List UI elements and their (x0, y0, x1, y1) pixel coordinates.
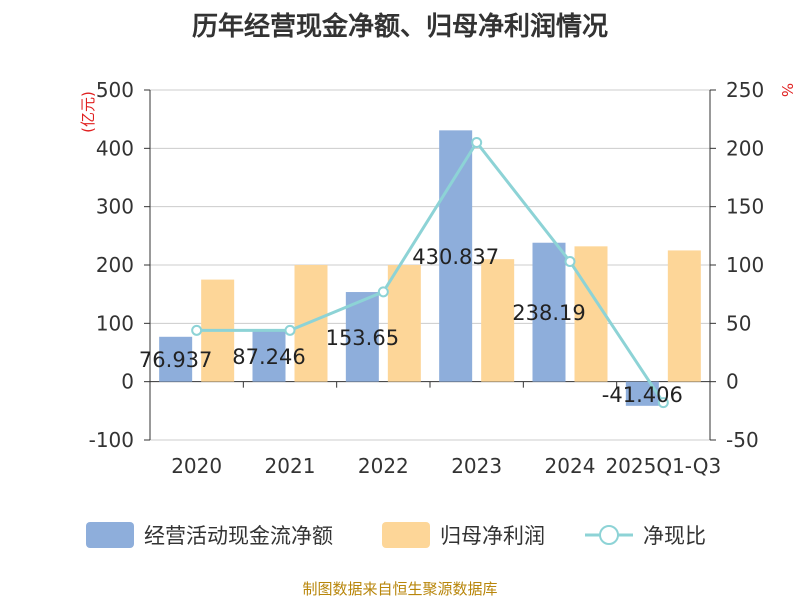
y-left-tick-label: 200 (96, 253, 134, 277)
line-point-net-cash-ratio (564, 256, 576, 267)
bar-operating-cash-flow (532, 242, 566, 382)
x-tick-label: 2020 (171, 454, 222, 478)
bar-net-profit (294, 265, 328, 382)
y-right-tick-label: 150 (726, 195, 764, 219)
y-right-tick-label: 250 (726, 78, 764, 102)
y-right-tick-label: 50 (726, 311, 751, 335)
bar-operating-cash-flow (439, 130, 473, 382)
bar-net-profit (481, 259, 515, 382)
y-right-tick-label: 0 (726, 370, 739, 394)
data-label-operating-cash-flow: 238.19 (512, 301, 585, 325)
bar-net-profit (574, 246, 608, 382)
x-tick-label: 2021 (265, 454, 316, 478)
label-layer: 76.937 87.246 153.65 430.837 238.19 -41.406 (139, 245, 683, 407)
x-tick-label: 2023 (451, 454, 502, 478)
y-left-tick-label: 0 (121, 370, 134, 394)
line-point-net-cash-ratio (191, 324, 203, 336)
y-left-tick-label: 500 (96, 78, 134, 102)
line-layer (191, 137, 669, 409)
data-label-operating-cash-flow: 87.246 (232, 345, 305, 369)
axis-layer: -100 0 100 200 300 400 500 -50 0 50 100 150 200 250 20… (89, 78, 765, 478)
bar-net-profit (387, 265, 421, 382)
bar-operating-cash-flow (252, 330, 286, 382)
data-label-operating-cash-flow: -41.406 (602, 383, 683, 407)
y-left-unit: (亿元) (79, 91, 97, 133)
y-right-tick-label: -50 (726, 428, 759, 452)
y-left-tick-label: 100 (96, 311, 134, 335)
legend-label: 归母净利润 (440, 524, 545, 548)
y-left-tick-label: 400 (96, 136, 134, 160)
bar-net-profit (667, 250, 701, 382)
bar-operating-cash-flow (159, 336, 193, 382)
y-left-tick-label: 300 (96, 195, 134, 219)
line-point-net-cash-ratio (377, 286, 389, 298)
data-label-operating-cash-flow: 153.65 (326, 326, 399, 350)
bar-layer (159, 130, 701, 406)
y-right-tick-label: 100 (726, 253, 764, 277)
legend-label: 净现比 (643, 524, 706, 548)
legend-swatch-marker (599, 525, 619, 545)
line-point-net-cash-ratio (471, 137, 483, 148)
data-label-operating-cash-flow: 430.837 (412, 245, 499, 269)
line-point-net-cash-ratio (284, 324, 296, 336)
legend-label: 经营活动现金流净额 (144, 524, 333, 548)
x-tick-label: 2022 (358, 454, 409, 478)
data-label-operating-cash-flow: 76.937 (139, 348, 212, 372)
x-tick-label: 2025Q1-Q3 (605, 454, 721, 478)
y-right-tick-label: 200 (726, 136, 764, 160)
y-left-tick-label: -100 (89, 428, 134, 452)
bar-operating-cash-flow (345, 292, 379, 382)
legend: 经营活动现金流净额 归母净利润 净现比 (86, 522, 706, 548)
legend-swatch (86, 522, 134, 548)
source-note: 制图数据来自恒生聚源数据库 (302, 580, 498, 598)
line-net-cash-ratio (196, 139, 665, 404)
x-tick-label: 2024 (545, 454, 596, 478)
y-right-unit: % (778, 83, 796, 97)
line-point-net-cash-ratio (657, 397, 669, 409)
legend-swatch (382, 522, 430, 548)
chart-title: 历年经营现金净额、归母净利润情况 (191, 12, 608, 42)
